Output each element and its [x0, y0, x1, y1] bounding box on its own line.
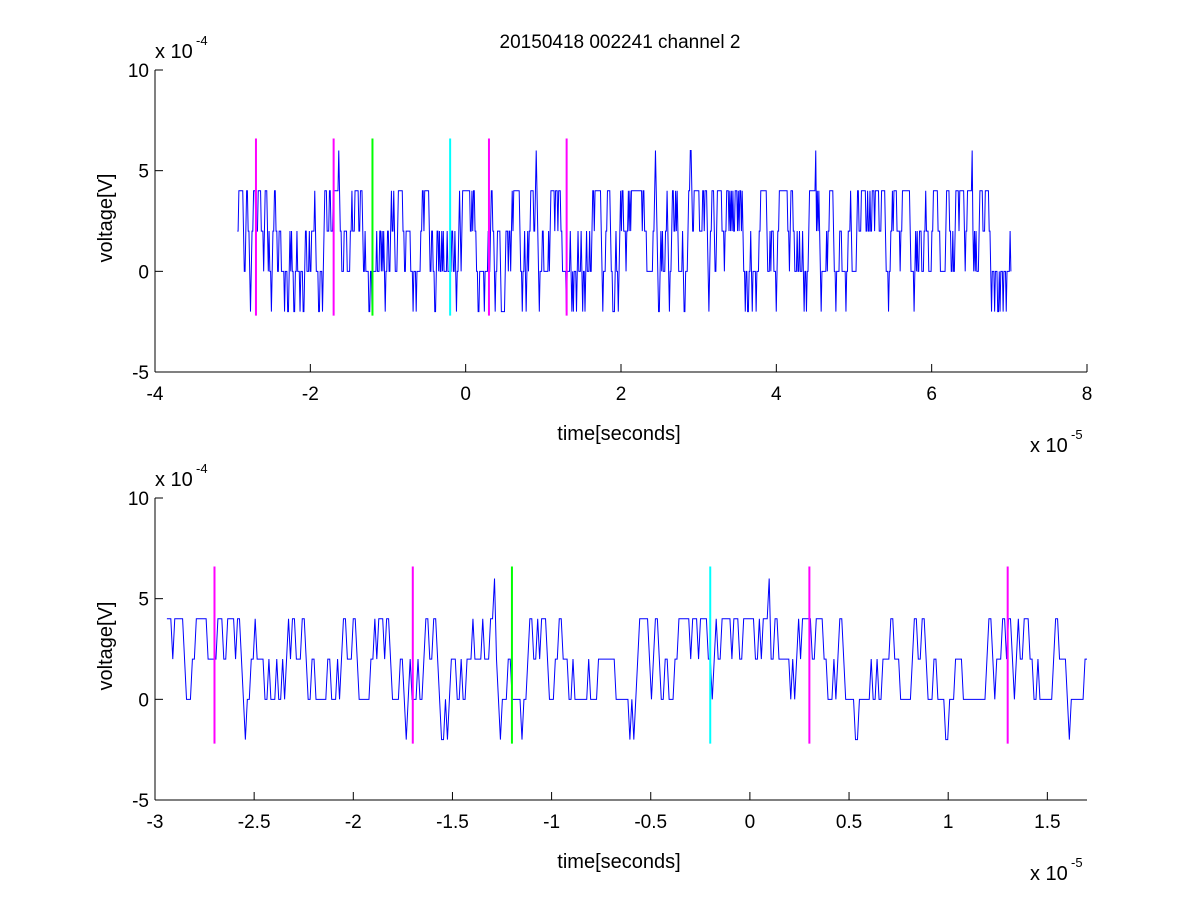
y-axis-label: voltage[V]	[95, 174, 117, 263]
y-multiplier-exponent: -4	[196, 461, 208, 476]
figure-title: 20150418 002241 channel 2	[500, 32, 741, 53]
x-tick-label: 6	[926, 384, 937, 405]
x-multiplier-label: x 10	[1030, 863, 1068, 885]
x-tick-label: -1	[543, 812, 560, 833]
x-tick-label: 1	[943, 812, 954, 833]
x-tick-label: 4	[771, 384, 782, 405]
y-tick-label: 0	[138, 262, 149, 283]
x-multiplier-exponent: -5	[1071, 855, 1083, 870]
x-tick-label: 0	[745, 812, 756, 833]
x-tick-label: -2	[302, 384, 319, 405]
plot-2: -3 -2.5 -2 -1.5 -1 -0.5 0 0.5 1 1.5 -5 0 5 10 time[sec…	[95, 461, 1087, 885]
y-multiplier-exponent: -4	[196, 33, 208, 48]
x-tick-label: 2	[616, 384, 627, 405]
signal-series	[237, 150, 1012, 313]
x-tick-label: 0	[460, 384, 471, 405]
signal-series	[166, 578, 1087, 741]
y-tick-label: -5	[132, 791, 149, 812]
x-tick-label: -2	[345, 812, 362, 833]
x-tick-label: 0.5	[836, 812, 862, 833]
y-tick-label: -5	[132, 363, 149, 384]
x-tick-label: 8	[1082, 384, 1093, 405]
x-axis-label: time[seconds]	[557, 851, 680, 873]
x-tick-label: 1.5	[1034, 812, 1060, 833]
x-tick-label: -2.5	[238, 812, 271, 833]
x-tick-label: -3	[147, 812, 164, 833]
x-axis-label: time[seconds]	[557, 423, 680, 445]
x-tick-label: -4	[147, 384, 164, 405]
y-tick-label: 10	[128, 489, 149, 510]
y-tick-label: 5	[138, 590, 149, 611]
y-axis-label: voltage[V]	[95, 602, 117, 691]
y-tick-label: 5	[138, 162, 149, 183]
x-multiplier-exponent: -5	[1071, 427, 1083, 442]
x-multiplier-label: x 10	[1030, 435, 1068, 457]
y-multiplier-label: x 10	[155, 469, 193, 491]
plot-1: -4 -2 0 2 4 6 8 -5 0 5 10 time[seconds] voltage[V] x …	[95, 33, 1092, 457]
x-tick-label: -0.5	[634, 812, 667, 833]
y-multiplier-label: x 10	[155, 41, 193, 63]
y-tick-label: 10	[128, 61, 149, 82]
y-tick-label: 0	[138, 690, 149, 711]
x-tick-label: -1.5	[436, 812, 469, 833]
